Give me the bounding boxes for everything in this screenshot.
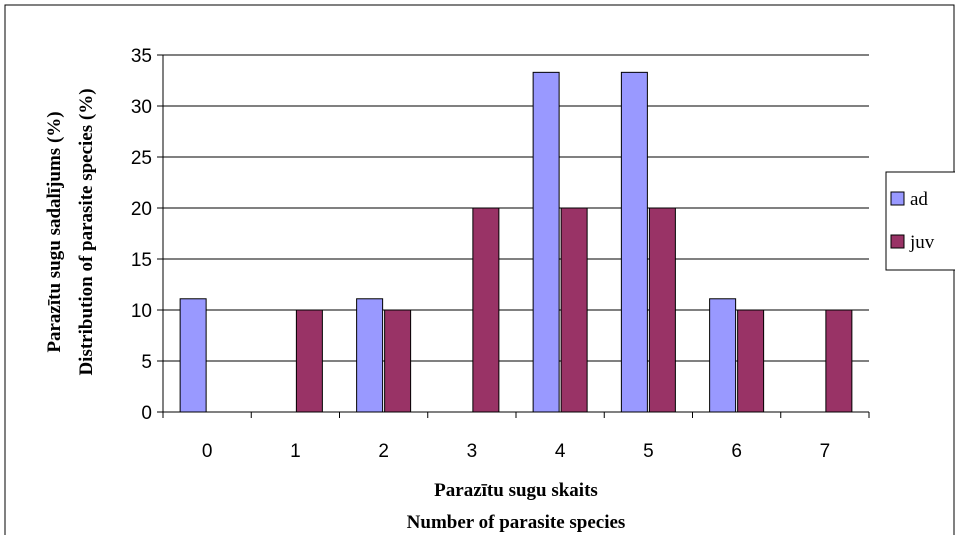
bar-ad-4 [532,71,560,413]
x-axis-title-line-1: Parazītu sugu skaits [434,480,598,501]
x-tick-label: 4 [555,441,566,462]
y-tick-label: 30 [131,97,152,118]
x-tick-label: 5 [643,441,654,462]
bar-ad-0 [179,298,207,413]
bars [179,71,853,413]
legend-box [885,171,955,271]
y-tick-label: 15 [131,250,152,271]
bar-juv-2 [384,309,412,413]
bar-juv-4 [560,207,588,413]
y-axis-title-line-2: Distribution of parasite species (%) [76,88,97,375]
y-tick-label: 0 [141,403,152,424]
legend-label-juv: juv [909,232,935,253]
y-tick-label: 20 [131,199,152,220]
legend-swatch-juv [890,234,905,249]
y-tick-label: 35 [131,46,152,67]
y-tick-label: 25 [131,148,152,169]
bar-ad-2 [356,298,384,413]
x-tick-labels: 0 1 2 3 4 5 6 7 [202,441,830,462]
y-tick-label: 5 [141,352,152,373]
x-tick-label: 0 [202,441,213,462]
y-axis-title: Parazītu sugu sadalījums (%) Distributio… [44,88,97,375]
x-tick-label: 6 [731,441,742,462]
legend-swatch-ad [890,191,905,206]
x-tick-label: 1 [290,441,301,462]
y-tick-label: 10 [131,301,152,322]
legend: ad juv [885,171,955,271]
bar-ad-6 [709,298,737,413]
bar-juv-3 [472,207,500,413]
gridlines [157,54,869,413]
bar-juv-1 [295,309,323,413]
bar-juv-7 [825,309,853,413]
bar-juv-5 [648,207,676,413]
bar-juv-6 [737,309,765,413]
y-tick-labels: 0 5 10 15 20 25 30 35 [131,46,152,424]
x-axis-title-line-2: Number of parasite species [407,512,626,533]
bar-ad-5 [620,71,648,413]
legend-label-ad: ad [910,189,928,210]
x-tick-label: 2 [378,441,389,462]
x-tick-label: 7 [820,441,831,462]
axes [162,55,870,418]
y-axis-title-line-1: Parazītu sugu sadalījums (%) [44,111,65,352]
x-tick-label: 3 [467,441,478,462]
